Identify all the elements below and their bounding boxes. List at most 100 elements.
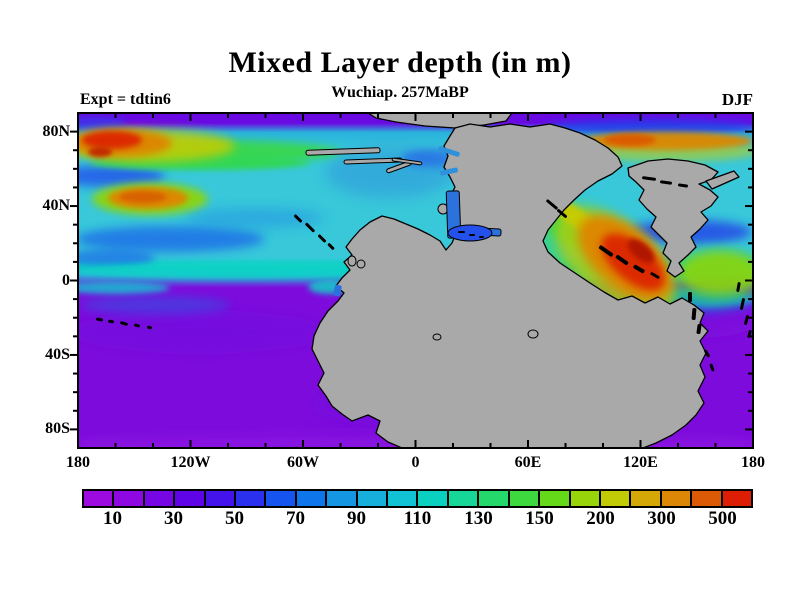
islet-dash [598,245,614,257]
islet-dash [305,222,315,233]
colorbar-cell [568,491,599,506]
ocean-depth-blob [119,191,167,203]
x-axis-label-60E: 60E [514,454,542,471]
island [391,157,423,166]
islet-dash [688,292,692,302]
ocean-depth-blob [78,165,165,187]
strait [333,284,342,297]
islet-dash [709,363,715,372]
colorbar-label-90: 90 [347,508,366,529]
islet-dash [740,298,745,310]
colorbar-cell [507,491,539,506]
ocean-depth-blob [604,134,656,146]
experiment-label: Expt = tdtin6 [80,91,171,108]
landmass-pangaea-main [311,123,709,448]
bay [447,224,493,242]
figure-subtitle: Wuchiap. 257MaBP [331,84,469,101]
colorbar-cell [234,491,265,506]
y-axis-label-80N: 80N [42,122,70,140]
colorbar-cell [720,491,751,506]
colorbar-label-70: 70 [286,508,305,529]
islet-dash [469,234,475,236]
ocean-depth-blob [185,208,325,228]
ocean-depth-blob [88,147,112,157]
ocean-depth-blob [78,310,330,354]
colorbar-cell [477,491,508,506]
colorbar-label-200: 200 [586,508,615,529]
colorbar-label-110: 110 [403,508,432,529]
colorbar-cell [112,491,143,506]
ocean-depth-blob [627,239,655,263]
colorbar-label-500: 500 [708,508,737,529]
islet-dash [120,321,128,326]
colorbar-cell [598,491,630,506]
colorbar-cell [629,491,660,506]
island [527,329,539,339]
strait [438,146,460,157]
ocean-depth-blob [82,131,142,149]
colorbar-cell [659,491,691,506]
islet-dash [557,209,567,218]
colorbar-cell [264,491,295,506]
ocean-depth-blob [78,117,127,131]
colorbar-cell [142,491,174,506]
islet-dash [318,234,326,243]
islet-dash [704,349,710,358]
islet-dash [108,319,114,324]
season-label: DJF [721,90,753,109]
colorbar-label-130: 130 [464,508,493,529]
islet-dash [696,323,702,335]
colorbar-cell [416,491,447,506]
island [356,259,366,269]
islet-dash [691,307,697,321]
islet-dash [650,272,660,279]
colorbar [82,489,753,508]
y-axis-label-0: 0 [62,271,70,289]
colorbar-cell [173,491,204,506]
islet-dash [458,231,465,233]
landmass-northeast-sliver [705,170,740,190]
x-axis-label-180: 180 [741,454,765,471]
island [305,147,381,156]
colorbar-label-10: 10 [103,508,122,529]
x-axis-label-0: 0 [411,454,420,471]
colorbar-cell [538,491,569,506]
x-axis-label-60W: 60W [287,454,319,471]
x-axis-label-180: 180 [66,454,90,471]
ocean-depth-blob [545,119,753,135]
ocean-depth-blob [78,282,170,294]
ocean-depth-blob [678,251,753,295]
islet-dash [479,236,484,238]
islet-dash [327,243,335,250]
colorbar-cell [690,491,721,506]
figure-title: Mixed Layer depth (in m) [228,46,572,79]
island [347,255,357,267]
ocean-depth-blob [78,263,405,279]
ocean-depth-blob [80,296,230,314]
colorbar-label-30: 30 [164,508,183,529]
islet-dash [633,264,645,274]
colorbar-cell [203,491,235,506]
x-axis-label-120E: 120E [623,454,658,471]
islet-dash [660,180,672,185]
islet-dash [294,214,302,223]
islet-dash [642,176,656,181]
colorbar-cell [446,491,478,506]
colorbar-label-50: 50 [225,508,244,529]
islet-dash [744,315,749,325]
colorbar-cell [355,491,387,506]
islet-dash [96,317,103,322]
strait [440,167,458,176]
islet-dash [134,323,140,328]
islet-dash [147,325,152,330]
y-axis-label-80S: 80S [45,420,70,438]
map-clip-group [78,113,753,448]
islet-dash [678,183,688,188]
islet-dash [546,199,558,210]
y-axis-label-40S: 40S [45,345,70,363]
colorbar-label-300: 300 [647,508,676,529]
colorbar-cell [325,491,356,506]
colorbar-cell [386,491,417,506]
x-axis-label-120W: 120W [170,454,211,471]
